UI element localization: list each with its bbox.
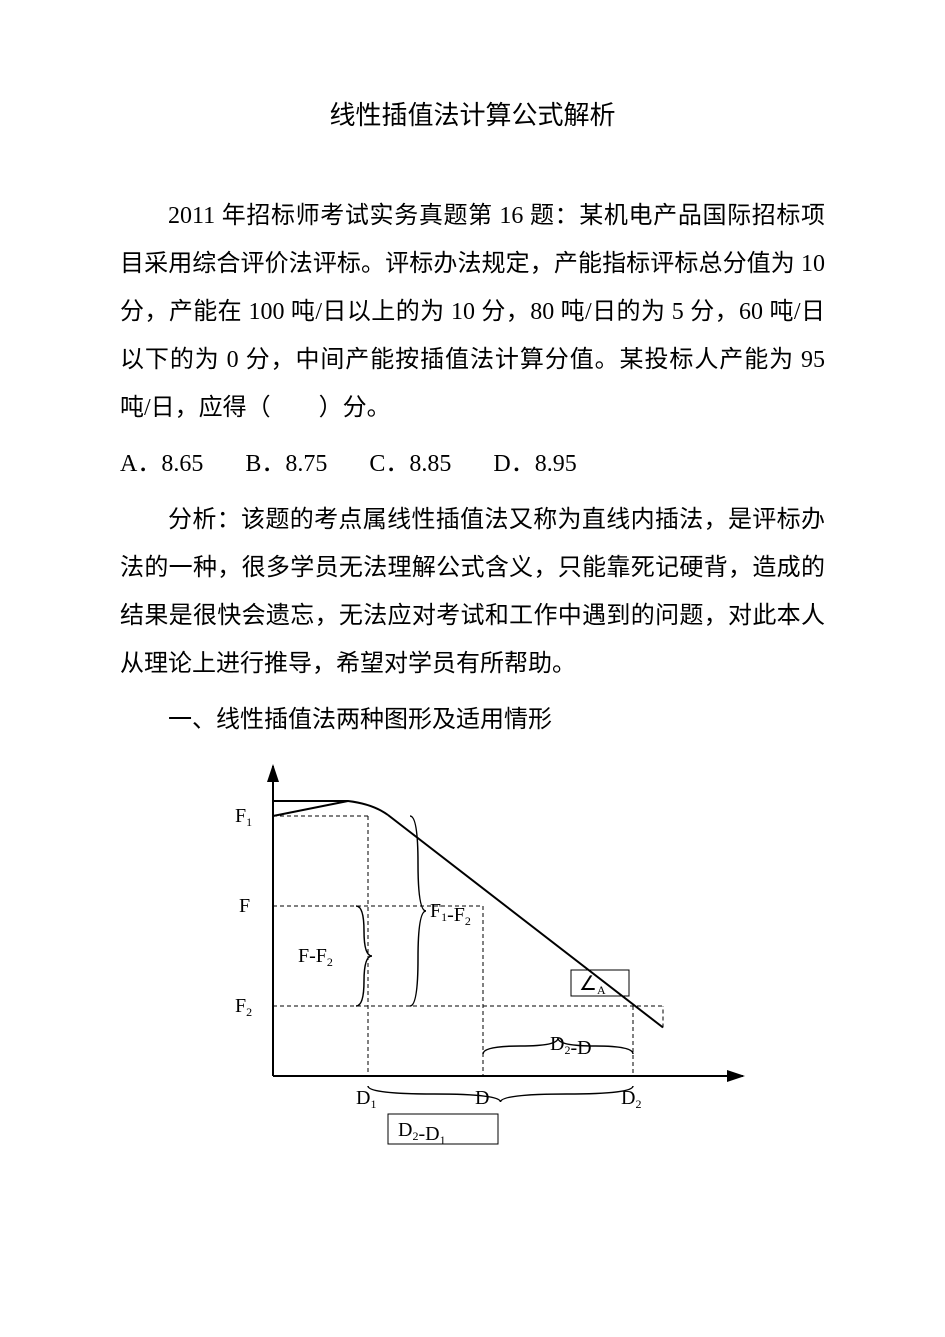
svg-text:F1-F2: F1-F2	[430, 900, 471, 928]
svg-text:F2: F2	[235, 995, 252, 1019]
answer-options: A．8.65 B．8.75 C．8.85 D．8.95	[120, 440, 825, 488]
paragraph-question: 2011 年招标师考试实务真题第 16 题：某机电产品国际招标项目采用综合评价法…	[120, 192, 825, 432]
option-b: B．8.75	[245, 440, 327, 488]
paragraph-analysis: 分析：该题的考点属线性插值法又称为直线内插法，是评标办法的一种，很多学员无法理解…	[120, 496, 825, 688]
svg-text:D2-D1: D2-D1	[398, 1119, 446, 1147]
option-c: C．8.85	[369, 440, 451, 488]
svg-text:D: D	[475, 1087, 489, 1109]
svg-text:F: F	[239, 895, 250, 917]
svg-text:F1: F1	[235, 805, 252, 829]
option-a: A．8.65	[120, 440, 203, 488]
svg-text:D2: D2	[621, 1087, 641, 1111]
svg-text:D2-D: D2-D	[550, 1033, 592, 1059]
section-heading-1: 一、线性插值法两种图形及适用情形	[120, 696, 825, 744]
svg-text:D1: D1	[356, 1087, 376, 1111]
page-title: 线性插值法计算公式解析	[120, 95, 825, 132]
interpolation-diagram: F1 F F2 D1 D D2 F-F2 F1-F2 ∠A D2-D D2-D1	[193, 756, 753, 1156]
option-d: D．8.95	[493, 440, 576, 488]
svg-text:F-F2: F-F2	[298, 945, 333, 969]
svg-text:∠A: ∠A	[579, 973, 606, 997]
